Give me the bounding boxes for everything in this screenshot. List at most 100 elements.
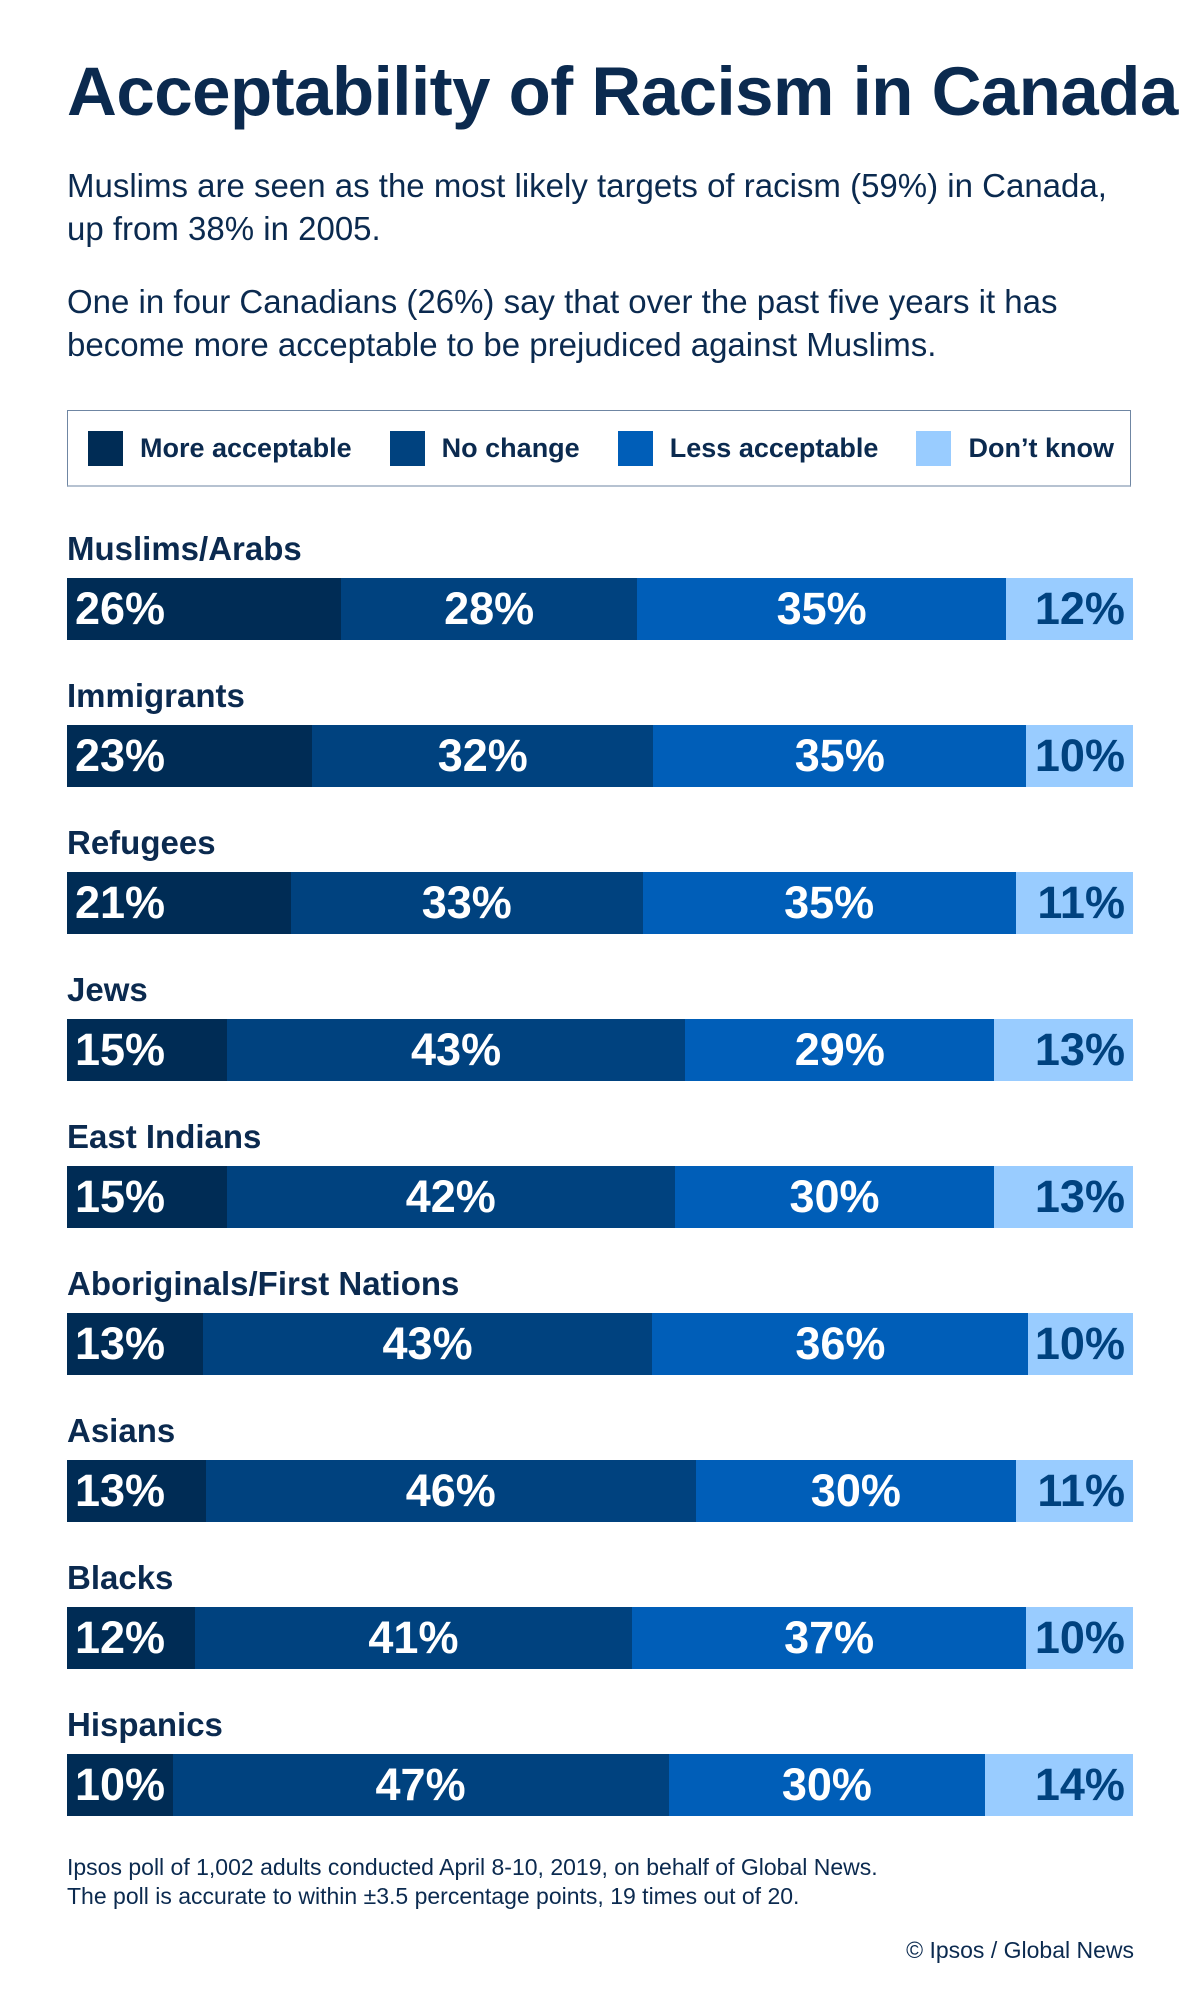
bar-segment: 47%	[172, 1754, 669, 1816]
bar-segment: 28%	[341, 578, 637, 640]
data-label: 30%	[781, 1759, 872, 1810]
stacked-bar: 10% 47% 30% 14%	[67, 1754, 1133, 1816]
bar-row: Muslims/Arabs 26% 28% 35% 12%	[67, 530, 1133, 677]
data-label: 42%	[405, 1171, 496, 1222]
data-label: 35%	[776, 583, 867, 634]
data-label: 33%	[421, 877, 512, 928]
bar-row: Immigrants 23% 32% 35% 10%	[67, 677, 1133, 824]
bar-row: East Indians 15% 42% 30% 13%	[67, 1118, 1133, 1265]
data-label: 29%	[794, 1024, 885, 1075]
bar-row: Jews 15% 43% 29% 13%	[67, 971, 1133, 1118]
bar-segment: 43%	[226, 1019, 686, 1081]
bar-row: Refugees 21% 33% 35% 11%	[67, 824, 1133, 971]
data-label: 13%	[1034, 1024, 1125, 1075]
bar-chart: Muslims/Arabs 26% 28% 35% 12% Immigrants 23% 32…	[67, 530, 1133, 1853]
bar-segment: 35%	[653, 725, 1027, 787]
data-label: 35%	[784, 877, 875, 928]
bar-segment: 33%	[290, 872, 643, 934]
legend-swatch	[617, 430, 653, 466]
data-label: 13%	[1034, 1171, 1125, 1222]
credit: © Ipsos / Global News	[906, 1937, 1134, 1963]
bar-segment: 14%	[985, 1754, 1133, 1816]
bar-segment: 11%	[1015, 872, 1133, 934]
data-label: 11%	[1037, 877, 1125, 928]
data-label: 10%	[1034, 1318, 1125, 1369]
bar-segment: 13%	[67, 1313, 203, 1375]
bar-segment: 46%	[205, 1460, 696, 1522]
bar-segment: 10%	[1026, 725, 1133, 787]
bar-segment: 29%	[685, 1019, 995, 1081]
legend-swatch	[916, 430, 952, 466]
bar-segment: 21%	[67, 872, 291, 934]
data-label: 46%	[405, 1465, 496, 1516]
bar-segment: 43%	[202, 1313, 653, 1375]
data-label: 10%	[1034, 730, 1125, 781]
bar-segment: 42%	[226, 1166, 675, 1228]
stacked-bar: 15% 43% 29% 13%	[67, 1019, 1133, 1081]
data-label: 12%	[75, 1612, 166, 1663]
legend-label: Don’t know	[968, 432, 1114, 463]
bar-segment: 15%	[67, 1019, 227, 1081]
category-label: East Indians	[67, 1118, 262, 1155]
bar-segment: 30%	[695, 1460, 1016, 1522]
bar-row: Hispanics 10% 47% 30% 14%	[67, 1706, 1133, 1853]
category-label: Blacks	[67, 1559, 174, 1596]
bar-segment: 13%	[994, 1019, 1133, 1081]
legend-item-dont-know: Don’t know	[916, 430, 1114, 466]
data-label: 10%	[75, 1759, 166, 1810]
bar-segment: 15%	[67, 1166, 227, 1228]
stacked-bar: 13% 46% 30% 11%	[67, 1460, 1133, 1522]
bar-segment: 10%	[1026, 1607, 1133, 1669]
data-label: 43%	[382, 1318, 473, 1369]
stacked-bar: 21% 33% 35% 11%	[67, 872, 1133, 934]
bar-segment: 30%	[674, 1166, 995, 1228]
stacked-bar: 15% 42% 30% 13%	[67, 1166, 1133, 1228]
stacked-bar: 26% 28% 35% 12%	[67, 578, 1133, 640]
bar-segment: 32%	[312, 725, 654, 787]
subtitle-paragraph-2: One in four Canadians (26%) say that ove…	[67, 283, 1058, 363]
data-label: 11%	[1037, 1465, 1125, 1516]
category-label: Refugees	[67, 824, 216, 861]
data-label: 43%	[411, 1024, 502, 1075]
data-label: 15%	[75, 1024, 166, 1075]
data-label: 15%	[75, 1171, 166, 1222]
bar-row: Aboriginals/First Nations 13% 43% 36% 10%	[67, 1265, 1133, 1412]
bar-segment: 12%	[67, 1607, 195, 1669]
bar-segment: 36%	[652, 1313, 1029, 1375]
data-label: 21%	[75, 877, 166, 928]
data-label: 30%	[789, 1171, 880, 1222]
category-label: Immigrants	[67, 677, 245, 714]
data-label: 41%	[368, 1612, 459, 1663]
stacked-bar: 12% 41% 37% 10%	[67, 1607, 1133, 1669]
legend-swatch	[88, 430, 123, 466]
data-label: 23%	[75, 730, 166, 781]
data-label: 26%	[75, 583, 166, 634]
data-label: 12%	[1034, 583, 1125, 634]
data-label: 13%	[75, 1465, 166, 1516]
note-line-1: Ipsos poll of 1,002 adults conducted Apr…	[67, 1854, 878, 1880]
legend-label: More acceptable	[140, 432, 352, 463]
bar-segment: 10%	[67, 1754, 173, 1816]
bar-segment: 35%	[642, 872, 1016, 934]
legend-item-no-change: No change	[389, 430, 580, 466]
bar-segment: 26%	[67, 578, 342, 640]
data-label: 10%	[1034, 1612, 1125, 1663]
bar-segment: 41%	[194, 1607, 632, 1669]
legend-label: Less acceptable	[669, 432, 879, 463]
methodology-note: Ipsos poll of 1,002 adults conducted Apr…	[67, 1853, 878, 1911]
category-label: Asians	[67, 1412, 176, 1449]
category-label: Hispanics	[67, 1706, 223, 1743]
legend-label: No change	[441, 432, 580, 463]
bar-segment: 35%	[636, 578, 1007, 640]
category-label: Jews	[67, 971, 148, 1008]
data-label: 13%	[75, 1318, 166, 1369]
note-line-2: The poll is accurate to within ±3.5 perc…	[67, 1883, 800, 1909]
subtitle-paragraph-1: Muslims are seen as the most likely targ…	[67, 167, 1107, 247]
data-label: 30%	[810, 1465, 901, 1516]
data-label: 32%	[437, 730, 528, 781]
data-label: 35%	[794, 730, 885, 781]
bar-row: Blacks 12% 41% 37% 10%	[67, 1559, 1133, 1706]
category-label: Muslims/Arabs	[67, 530, 302, 567]
bar-segment: 12%	[1006, 578, 1133, 640]
chart-title: Acceptability of Racism in Canada	[67, 53, 1178, 130]
